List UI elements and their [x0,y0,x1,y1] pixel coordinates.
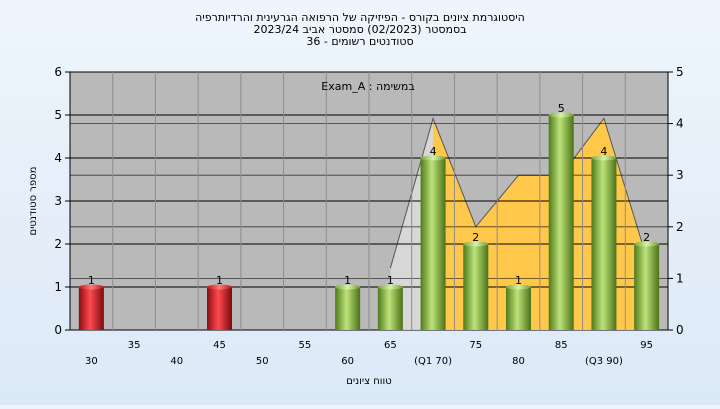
x-tick-label-55: 55 [299,340,312,351]
x-tick-label-85: 85 [555,340,568,351]
bar-65 [377,287,403,330]
bar-top-85 [548,112,574,118]
x-axis-ticks: 30 35 40 45 50 55 60 65 (Q1 70) 75 80 85 (Q3 90) 95 [85,340,653,367]
chart-title-line-1: היסטוגרמת ציונים בקורס - הפיזיקה של הרפו… [195,11,525,24]
x-tick-label-90: (Q3 90) [585,356,623,367]
left-tick-label-3: 3 [54,194,62,208]
bar-45 [207,287,232,330]
data-label-75: 2 [472,231,479,244]
bar-30 [78,287,104,330]
right-tick-label-4: 4 [676,117,684,131]
bar-top-95 [634,241,660,247]
x-tick-label-50: 50 [256,356,269,367]
bar-top-90 [591,155,617,161]
x-tick-label-60: 60 [341,356,354,367]
x-tick-label-75: 75 [469,340,482,351]
bar-top-75 [463,241,489,247]
x-tick-label-45: 45 [213,340,226,351]
left-tick-label-0: 0 [54,323,62,337]
x-tick-label-95: 95 [640,340,653,351]
data-label-65: 1 [387,274,394,287]
x-tick-label-30: 30 [85,356,98,367]
bar-top-65 [377,284,403,290]
bars-layer [78,112,660,330]
bar-top-60 [335,284,361,290]
data-labels-layer: 1 1 1 1 4 2 1 5 4 2 [88,102,650,287]
bar-top-70 [420,155,446,161]
grid-layer [70,72,668,330]
bar-top-45 [207,284,232,290]
x-tick-label-40: 40 [170,356,183,367]
x-tick-label-80: 80 [512,356,525,367]
x-tick-label-70: (Q1 70) [414,356,452,367]
chart-title-line-3: סטודנטים רשומים - 36 [306,35,413,48]
x-axis-label: טווח ציונים [346,376,391,387]
data-label-45: 1 [216,274,223,287]
left-tick-label-6: 6 [54,65,62,79]
y-axis-label: מספר סטודנטים [28,167,39,236]
x-tick-label-35: 35 [128,340,141,351]
data-label-80: 1 [515,274,522,287]
data-label-85: 5 [558,102,565,115]
bar-60 [335,287,361,330]
data-label-90: 4 [600,145,607,158]
left-tick-label-5: 5 [54,108,62,122]
left-tick-label-2: 2 [54,237,62,251]
data-label-60: 1 [344,274,351,287]
bar-90 [591,158,617,330]
bar-75 [463,244,489,330]
bar-70 [420,158,446,330]
bar-top-30 [78,284,104,290]
left-tick-label-4: 4 [54,151,62,165]
right-axis-ticks: 0 1 2 3 4 5 [668,65,684,337]
chart-title-line-2: בסמסטר (02/2023) סמסטר אביב 2023/24 [253,23,466,36]
data-label-95: 2 [643,231,650,244]
bar-85 [548,115,574,330]
bar-95 [634,244,660,330]
left-axis-ticks: 0 1 2 3 4 5 6 [54,65,70,337]
bar-80 [506,287,531,330]
right-tick-label-5: 5 [676,65,684,79]
bar-top-80 [506,284,531,290]
right-tick-label-1: 1 [676,271,684,285]
left-tick-label-1: 1 [54,280,62,294]
caption: במשימה : Exam_A [321,80,414,93]
data-label-30: 1 [88,274,95,287]
right-tick-label-2: 2 [676,220,684,234]
data-label-70: 4 [430,145,437,158]
right-tick-label-3: 3 [676,168,684,182]
right-tick-label-0: 0 [676,323,684,337]
x-tick-label-65: 65 [384,340,397,351]
